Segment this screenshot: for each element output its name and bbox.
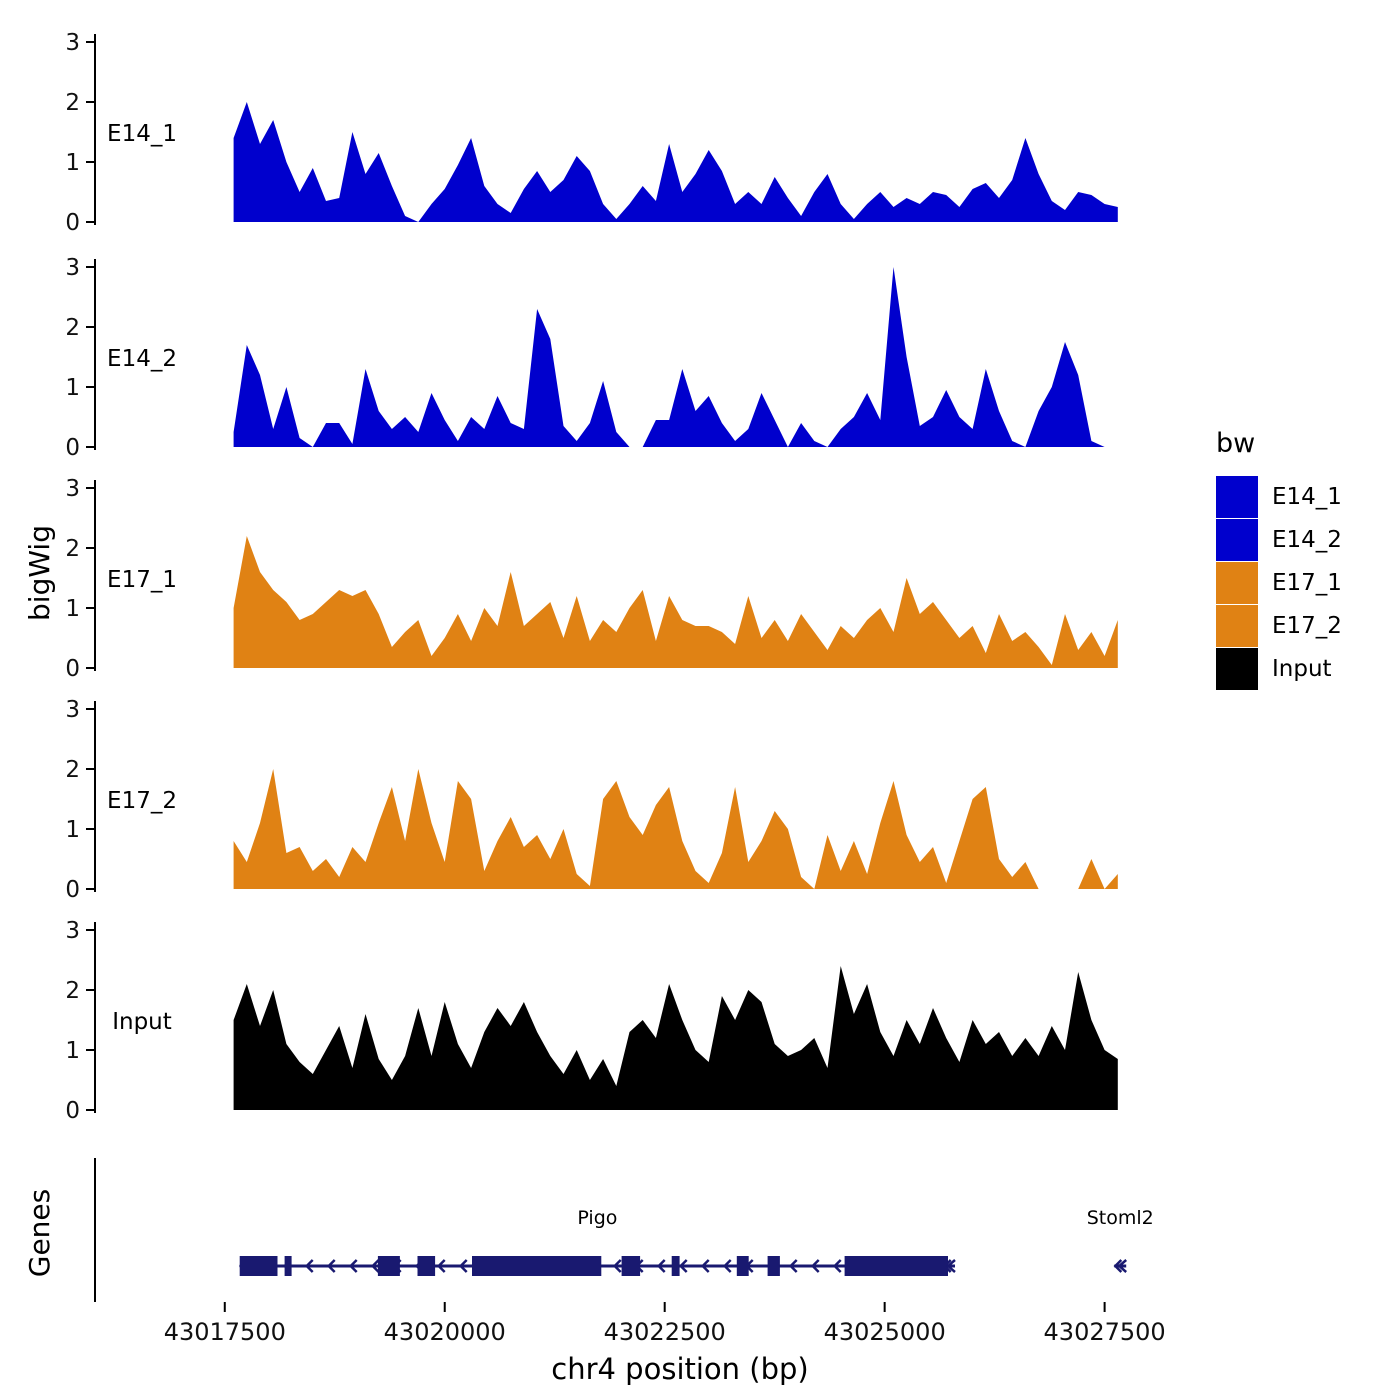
y-axis-title: bigWig <box>23 525 56 621</box>
y-tick-label: 1 <box>65 596 80 622</box>
y-tick-label: 2 <box>65 90 80 116</box>
track-label-e14-1: E14_1 <box>107 121 177 147</box>
legend-label-e17-1: E17_1 <box>1272 569 1342 596</box>
y-tick-label: 0 <box>65 656 80 682</box>
y-tick-label: 3 <box>65 697 80 723</box>
gene-exon <box>844 1256 948 1276</box>
y-tick-label: 0 <box>65 435 80 461</box>
strand-arrow-icon <box>304 1259 314 1273</box>
y-tick-label: 1 <box>65 150 80 176</box>
strand-arrow-icon <box>700 1259 710 1273</box>
strand-arrow-icon <box>1117 1259 1128 1273</box>
strand-arrow-icon <box>612 1259 622 1273</box>
x-tick-label: 43017500 <box>164 1318 286 1346</box>
y-tick-label: 0 <box>65 877 80 903</box>
legend-label-e17-2: E17_2 <box>1272 612 1342 639</box>
x-tick-label: 43022500 <box>604 1318 726 1346</box>
track-label-e17-2: E17_2 <box>107 788 177 814</box>
y-tick-label: 2 <box>65 978 80 1004</box>
strand-arrow-icon <box>678 1259 688 1273</box>
track-label-e17-1: E17_1 <box>107 567 177 593</box>
gene-label-pigo: Pigo <box>577 1207 617 1229</box>
gene-exon <box>767 1256 780 1276</box>
y-tick-label: 1 <box>65 375 80 401</box>
legend-title: bw <box>1216 428 1256 459</box>
strand-arrow-icon <box>810 1259 820 1273</box>
track-area-e17_1 <box>233 536 1118 668</box>
legend-swatch-e17-2-icon <box>1216 604 1258 647</box>
y-tick-label: 0 <box>65 210 80 236</box>
strand-arrow-icon <box>326 1259 336 1273</box>
legend-label-e14-1: E14_1 <box>1272 483 1342 510</box>
strand-arrow-icon <box>348 1259 358 1273</box>
gene-exon <box>472 1256 602 1276</box>
x-tick-label: 43020000 <box>384 1318 506 1346</box>
strand-arrow-icon <box>946 1259 956 1273</box>
legend-swatch-e14-2-icon <box>1216 518 1258 561</box>
legend: bw E14_1 E14_2 E17_1 E17_2 Input <box>1216 428 1396 690</box>
legend-item-e14-1: E14_1 <box>1216 475 1396 518</box>
gene-exon <box>621 1256 641 1276</box>
legend-swatch-input-icon <box>1216 647 1258 690</box>
strand-arrow-icon <box>788 1259 798 1273</box>
legend-item-e17-2: E17_2 <box>1216 604 1396 647</box>
legend-label-e14-2: E14_2 <box>1272 526 1342 553</box>
y-tick-label: 0 <box>65 1098 80 1124</box>
strand-arrow-icon <box>832 1259 842 1273</box>
gene-exon <box>284 1256 292 1276</box>
legend-swatch-e14-1-icon <box>1216 475 1258 518</box>
gene-exon <box>239 1256 278 1276</box>
y-tick-label: 1 <box>65 817 80 843</box>
y-tick-label: 2 <box>65 536 80 562</box>
strand-arrow-icon <box>1113 1259 1123 1273</box>
track-label-e14-2: E14_2 <box>107 346 177 372</box>
y-tick-label: 3 <box>65 30 80 56</box>
strand-arrow-icon <box>458 1259 468 1273</box>
track-label-input: Input <box>112 1009 172 1035</box>
legend-item-e17-1: E17_1 <box>1216 561 1396 604</box>
track-area-e14_2 <box>233 267 1118 447</box>
gene-exon <box>671 1256 680 1276</box>
x-axis-title: chr4 position (bp) <box>551 1352 809 1386</box>
strand-arrow-icon <box>722 1259 732 1273</box>
track-area-e14_1 <box>233 102 1118 222</box>
x-tick-label: 43027500 <box>1044 1318 1166 1346</box>
strand-arrow-icon <box>436 1259 446 1273</box>
strand-arrow-icon <box>656 1259 666 1273</box>
y-tick-label: 3 <box>65 476 80 502</box>
strand-arrow-icon <box>370 1259 380 1273</box>
legend-swatch-e17-1-icon <box>1216 561 1258 604</box>
genes-panel-title: Genes <box>23 1188 56 1278</box>
legend-item-e14-2: E14_2 <box>1216 518 1396 561</box>
y-tick-label: 2 <box>65 757 80 783</box>
legend-item-input: Input <box>1216 647 1396 690</box>
track-area-e17_2 <box>233 769 1118 889</box>
gene-exon <box>377 1256 400 1276</box>
x-tick-label: 43025000 <box>824 1318 946 1346</box>
y-tick-label: 1 <box>65 1038 80 1064</box>
y-tick-label: 2 <box>65 315 80 341</box>
legend-label-input: Input <box>1272 655 1332 682</box>
gene-label-stoml2: Stoml2 <box>1087 1207 1154 1229</box>
gene-exon <box>736 1256 749 1276</box>
gene-exon <box>417 1256 436 1276</box>
y-tick-label: 3 <box>65 255 80 281</box>
y-tick-label: 3 <box>65 918 80 944</box>
track-area-input <box>233 966 1118 1110</box>
